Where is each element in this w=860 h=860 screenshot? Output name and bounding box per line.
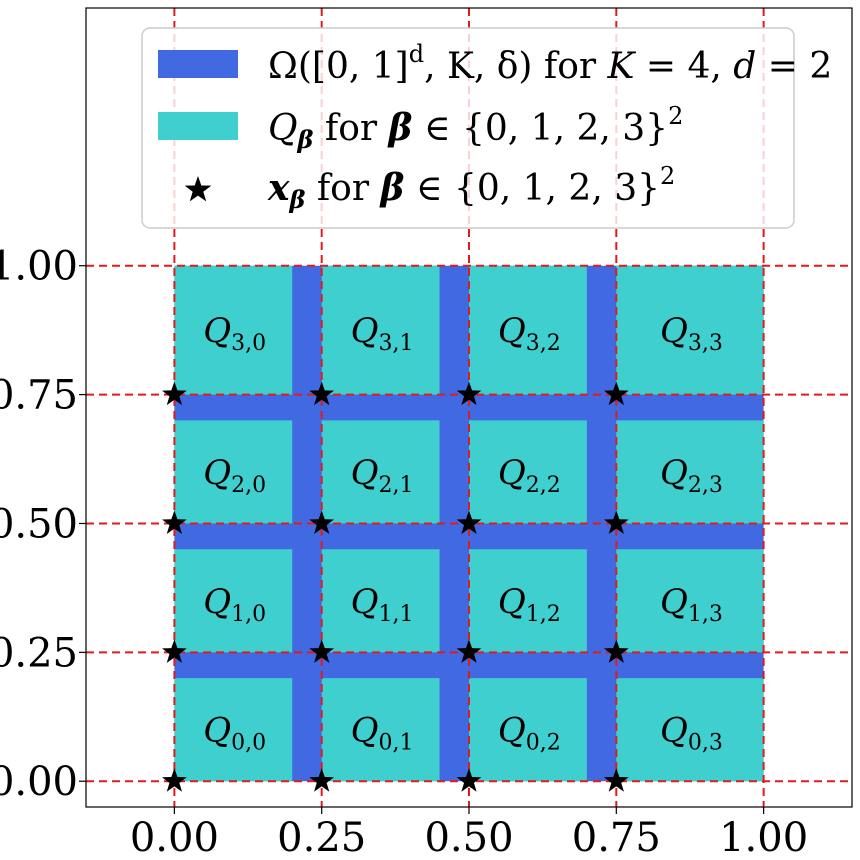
star-marker — [603, 639, 629, 663]
y-tick-label: 0.50 — [0, 501, 78, 547]
star-marker — [456, 381, 482, 406]
cell-0-2 — [469, 678, 587, 782]
x-tick-label: 1.00 — [719, 815, 808, 860]
cell-3-3 — [616, 265, 764, 395]
star-marker — [456, 768, 482, 792]
cell-0-1 — [321, 678, 440, 782]
legend-omega-patch — [158, 50, 238, 78]
star-marker — [456, 510, 482, 534]
cell-label: Q0,1 — [351, 711, 414, 756]
star-marker — [309, 510, 335, 534]
star-marker — [162, 381, 187, 406]
cell-label: Q3,3 — [660, 311, 723, 356]
cell-2-2 — [469, 420, 587, 524]
cell-label: Q3,1 — [351, 311, 414, 356]
legend-omega-label: Ω([0, 1]d, K, δ) for K = 4, d = 2 — [268, 40, 832, 87]
legend-stars-label: xβ for β ∈ {0, 1, 2, 3}2 — [267, 162, 675, 214]
cell-3-0 — [174, 265, 293, 395]
y-tick-label: 1.00 — [0, 244, 78, 290]
legend-star-marker — [184, 176, 212, 202]
cell-1-2 — [469, 549, 587, 653]
star-marker — [456, 639, 482, 663]
cell-label: Q2,0 — [203, 453, 266, 498]
cell-label: Q3,0 — [203, 311, 266, 356]
cell-0-3 — [616, 678, 764, 782]
star-marker — [309, 639, 335, 663]
star-marker — [162, 768, 187, 792]
star-marker — [603, 381, 629, 406]
cell-label: Q1,3 — [660, 582, 723, 627]
star-marker — [162, 510, 187, 534]
cell-label: Q0,0 — [203, 711, 266, 756]
cell-label: Q1,1 — [351, 582, 414, 627]
cell-1-0 — [174, 549, 293, 653]
cell-2-3 — [616, 420, 764, 524]
cell-label: Q2,3 — [660, 453, 723, 498]
cell-label: Q3,2 — [498, 311, 561, 356]
y-tick-label: 0.75 — [0, 373, 78, 419]
cell-label: Q0,2 — [498, 711, 561, 756]
cell-2-1 — [321, 420, 440, 524]
cell-2-0 — [174, 420, 293, 524]
cell-label: Q1,0 — [203, 582, 266, 627]
cell-3-1 — [321, 265, 440, 395]
cell-1-3 — [616, 549, 764, 653]
cell-label: Q2,2 — [498, 453, 561, 498]
y-tick-label: 0.25 — [0, 630, 78, 676]
star-marker — [309, 768, 335, 792]
legend-cells-label: Qβ for β ∈ {0, 1, 2, 3}2 — [268, 102, 683, 154]
x-tick-label: 0.25 — [277, 815, 366, 860]
cell-3-2 — [469, 265, 587, 395]
plot-area: Q0,0 Q0,1 Q0,2 Q0,3 Q1,0 Q1,1 Q1,2 Q1,3 Q2,0 Q2,1… — [0, 7, 853, 860]
cell-1-1 — [321, 549, 440, 653]
star-marker — [603, 768, 629, 792]
y-tick-label: 0.00 — [0, 759, 78, 805]
cell-label: Q0,3 — [660, 711, 723, 756]
cell-0-0 — [174, 678, 293, 782]
star-marker — [603, 510, 629, 534]
cell-label: Q2,1 — [351, 453, 414, 498]
legend-star-icon — [184, 176, 212, 202]
legend: Ω([0, 1]d, K, δ) for K = 4, d = 2 Qβ for… — [141, 27, 832, 229]
star-marker — [162, 639, 187, 663]
x-tick-label: 0.00 — [130, 815, 219, 860]
cell-label: Q1,2 — [498, 582, 561, 627]
legend-cells-patch — [158, 112, 238, 140]
star-marker — [309, 381, 335, 406]
x-tick-label: 0.50 — [424, 815, 513, 860]
x-tick-label: 0.75 — [572, 815, 661, 860]
legend-frame — [141, 27, 795, 229]
